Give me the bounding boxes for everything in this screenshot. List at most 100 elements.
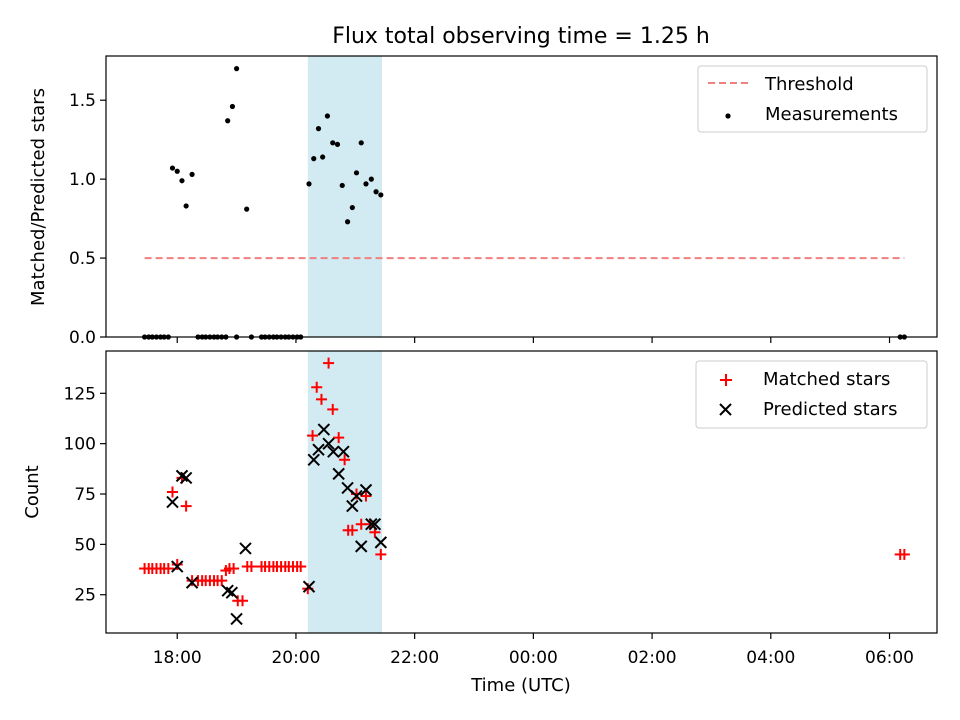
- x-tick-label: 22:00: [390, 648, 439, 668]
- predicted-star-marker: [225, 586, 239, 599]
- predicted-marker-b: [350, 489, 363, 503]
- bottom-x-ticks: 18:00 20:00 22:00 00:00 02:00 04:00 06:00: [153, 633, 914, 668]
- measurement-point: [368, 176, 374, 182]
- y-tick-label: 1.0: [69, 170, 96, 190]
- measurement-point: [378, 192, 384, 198]
- x-tick-label: 06:00: [865, 648, 914, 668]
- predicted-marker-b: [359, 483, 373, 497]
- y-tick-label: 25: [74, 586, 96, 606]
- matched-star-marker: [327, 403, 339, 415]
- x-tick-label: 18:00: [153, 648, 202, 668]
- top-legend: Threshold Measurements: [697, 65, 928, 133]
- matched-star-marker: [180, 500, 192, 512]
- y-tick-label: 1.5: [69, 91, 96, 111]
- predicted-marker-b: [239, 542, 252, 555]
- y-tick-label: 100: [64, 435, 96, 455]
- measurement-point: [189, 171, 195, 177]
- measurement-point: [179, 178, 185, 184]
- top-span-shade: [307, 56, 383, 337]
- matched-star-marker: [295, 561, 307, 573]
- matched-star-marker: [323, 357, 335, 369]
- predicted-marker-b: [341, 481, 354, 495]
- measurement-point: [174, 168, 180, 174]
- measurement-point: [353, 170, 360, 176]
- predicted-marker-b: [337, 445, 350, 458]
- legend-matched-label: Matched stars: [763, 369, 890, 390]
- bottom-panel: 25 50 75 100 125 18:00 20:00 22:00 00:00 02:00 04…: [22, 350, 938, 696]
- predicted-marker-b: [179, 471, 193, 485]
- predicted-marker-b: [185, 576, 199, 589]
- predicted-star-marker: [230, 612, 243, 626]
- matched-star-marker: [166, 486, 178, 498]
- predicted-marker-b: [171, 560, 184, 573]
- measurement-point: [315, 126, 322, 132]
- measurement-point: [183, 203, 189, 209]
- predicted-marker-b: [230, 612, 243, 626]
- measurement-point: [358, 140, 364, 146]
- predicted-star-marker: [337, 445, 350, 458]
- predicted-marker-b: [166, 495, 179, 509]
- top-y-ticks: 0.0 0.5 1.0 1.5: [69, 91, 106, 348]
- predicted-star-marker: [355, 540, 368, 553]
- x-tick-label: 20:00: [271, 648, 320, 668]
- top-panel: 0.0 0.5 1.0 1.5 Matched/Predicted stars Thr…: [28, 55, 938, 348]
- matched-star-marker: [162, 563, 174, 575]
- bottom-legend: Matched stars Predicted stars: [695, 360, 928, 429]
- predicted-star-marker: [350, 489, 363, 503]
- predicted-marker-b: [368, 518, 382, 531]
- predicted-marker-b: [365, 518, 378, 531]
- predicted-marker-b: [221, 584, 234, 597]
- legend-threshold-label: Threshold: [764, 74, 854, 95]
- predicted-star-marker: [166, 495, 179, 509]
- measurement-point: [330, 140, 336, 146]
- matched-star-marker: [315, 393, 327, 405]
- predicted-marker-b: [317, 423, 331, 436]
- measurement-point: [225, 118, 231, 124]
- predicted-star-marker: [365, 518, 378, 531]
- predicted-star-marker: [322, 437, 335, 450]
- predicted-star-marker: [302, 580, 316, 593]
- legend-matched-swatch: [720, 374, 732, 386]
- y-tick-label: 0.5: [69, 249, 96, 269]
- bottom-legend-box: [695, 360, 928, 429]
- x-tick-label: 00:00: [509, 648, 558, 668]
- predicted-star-marker: [171, 560, 184, 573]
- predicted-marker-b: [332, 467, 345, 481]
- top-y-axis-label: Matched/Predicted stars: [28, 88, 49, 306]
- predicted-star-marker: [332, 467, 345, 481]
- measurement-point: [233, 66, 240, 72]
- matched-star-marker: [360, 490, 372, 502]
- predicted-star-marker: [374, 536, 388, 549]
- top-axes-frame: [105, 55, 938, 338]
- legend-measurements-label: Measurements: [765, 104, 898, 125]
- bottom-y-axis-label: Count: [22, 465, 43, 518]
- measurement-point: [349, 204, 355, 211]
- matched-star-marker: [311, 381, 323, 393]
- predicted-star-marker: [185, 576, 199, 589]
- bottom-y-ticks: 25 50 75 100 125: [64, 384, 106, 606]
- legend-predicted-label: Predicted stars: [763, 399, 897, 420]
- predicted-star-marker: [368, 518, 382, 531]
- y-tick-label: 75: [74, 485, 96, 505]
- count-points: [139, 357, 910, 626]
- legend-measurements-swatch: [725, 113, 731, 119]
- measurement-point: [311, 156, 317, 162]
- measurement-point: [363, 181, 369, 187]
- matched-star-marker: [898, 548, 910, 560]
- y-tick-label: 50: [74, 535, 96, 555]
- legend-predicted-swatch: [719, 403, 732, 416]
- measurement-point: [306, 181, 312, 187]
- measurement-point: [229, 103, 236, 110]
- predicted-marker-b: [346, 499, 359, 513]
- predicted-star-marker: [317, 423, 331, 436]
- measurement-point: [373, 189, 379, 195]
- x-tick-label: 02:00: [628, 648, 677, 668]
- predicted-marker-b: [302, 580, 316, 593]
- measurement-point: [344, 219, 351, 225]
- top-legend-box: [697, 65, 928, 133]
- measurement-point: [169, 165, 176, 171]
- chart-title: Flux total observing time = 1.25 h: [332, 24, 710, 49]
- predicted-marker-b: [175, 469, 189, 483]
- predicted-star-marker: [221, 584, 234, 597]
